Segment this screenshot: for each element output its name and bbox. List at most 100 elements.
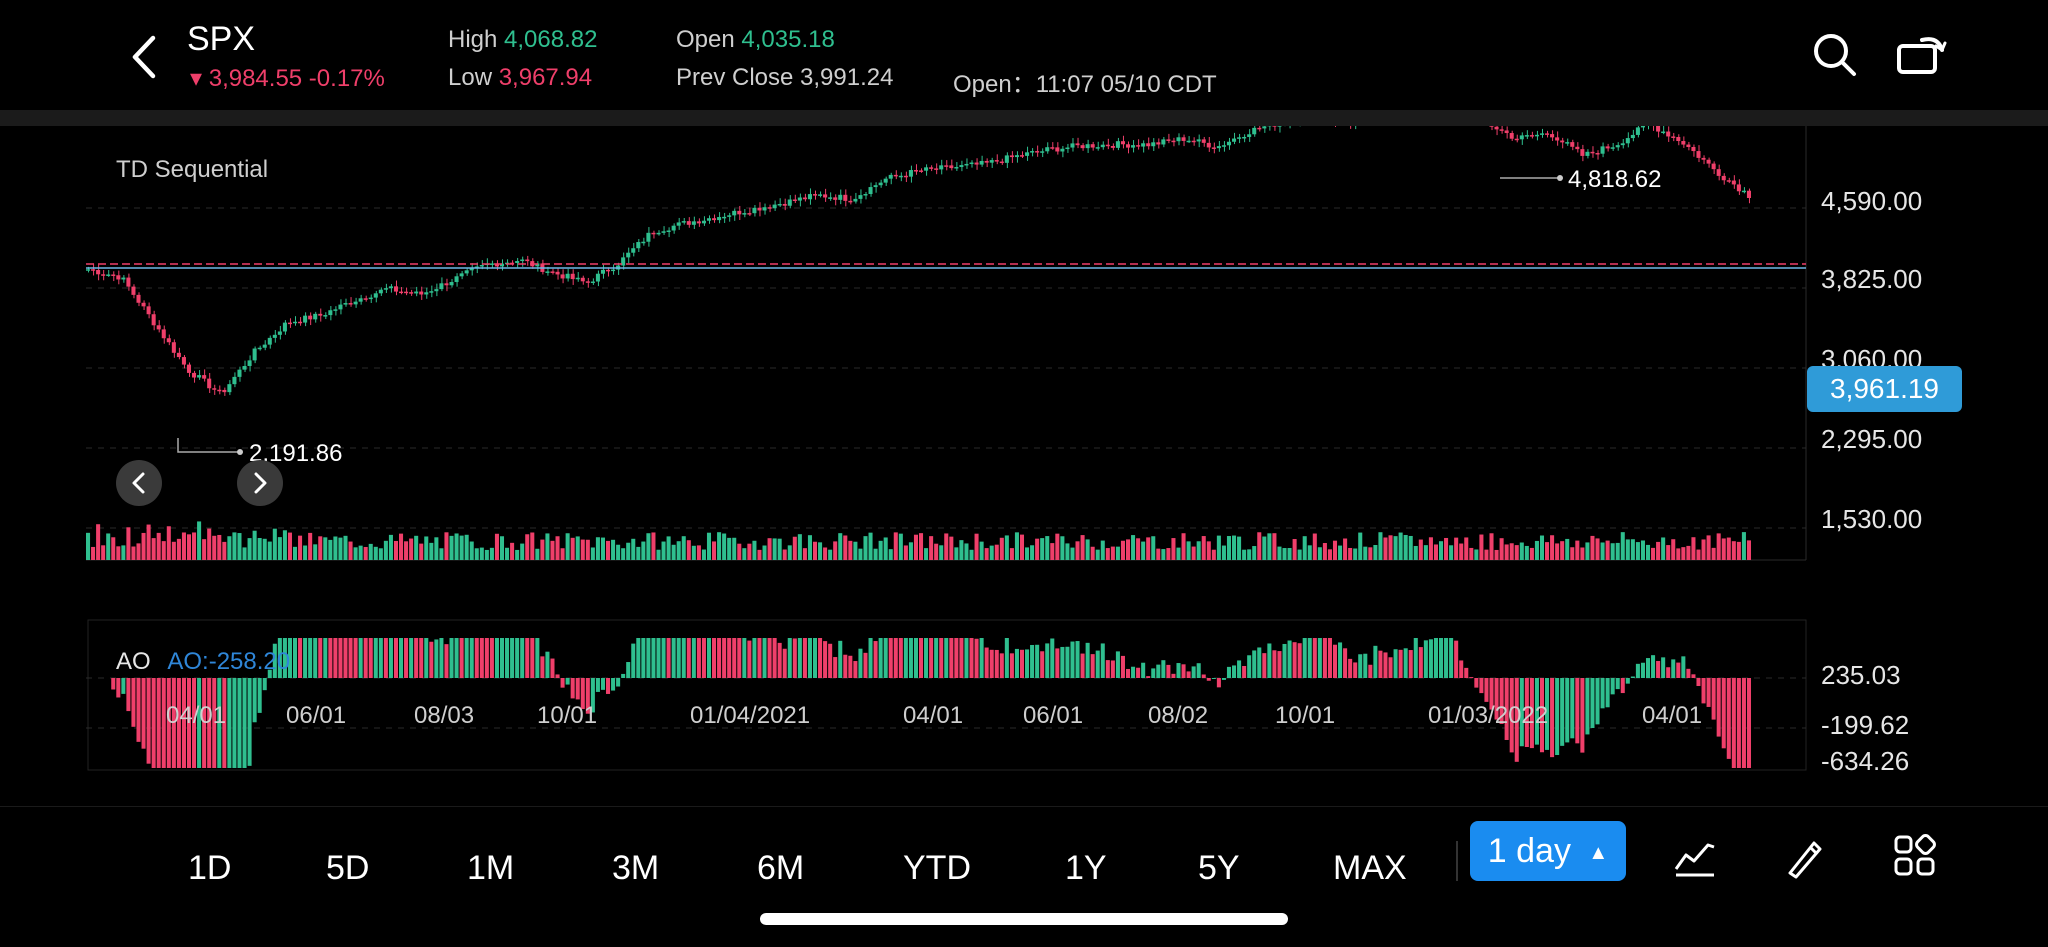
candle	[1106, 145, 1110, 147]
ao-bar	[1389, 657, 1393, 678]
candle	[1010, 155, 1014, 157]
candle	[167, 338, 171, 342]
chart-area[interactable]: TD Sequential 4,590.00 3,825.00 3,060.00…	[0, 126, 2048, 806]
ao-bar	[1686, 669, 1690, 678]
timeframe-1y[interactable]: 1Y	[1065, 849, 1107, 888]
volume-bar	[949, 537, 953, 560]
candle	[465, 270, 469, 273]
ao-bar	[1111, 660, 1115, 678]
candle	[1141, 143, 1145, 146]
ao-value: AO:-258.20	[167, 648, 290, 675]
volume-bar	[273, 529, 277, 560]
ao-bar	[1560, 678, 1564, 746]
candle	[1015, 155, 1019, 157]
candle	[747, 213, 751, 215]
volume-bar	[1288, 548, 1292, 560]
volume-bar	[954, 547, 958, 560]
indicator-icon[interactable]	[1672, 833, 1718, 884]
ao-bar	[732, 638, 736, 678]
volume-bar	[313, 544, 317, 560]
volume-bar	[258, 538, 262, 560]
candle	[1626, 138, 1630, 143]
candle	[273, 335, 277, 338]
volume-bar	[1671, 539, 1675, 560]
scroll-right-button[interactable]	[237, 460, 283, 506]
volume-bar	[1308, 545, 1312, 560]
ao-bar	[742, 638, 746, 678]
ao-bar	[1050, 638, 1054, 678]
candle	[1086, 144, 1090, 148]
ao-bar	[263, 678, 267, 690]
volume-bar	[202, 539, 206, 560]
volume-bar	[389, 535, 393, 560]
volume-bar	[959, 540, 963, 560]
timeframe-ytd[interactable]: YTD	[903, 849, 971, 888]
ao-bar	[131, 678, 135, 727]
volume-bar	[308, 533, 312, 560]
candle	[672, 226, 676, 231]
ao-bar	[318, 638, 322, 678]
ao-bar	[343, 638, 347, 678]
candle	[1131, 145, 1135, 147]
interval-dropdown[interactable]: 1 day ▲	[1470, 821, 1626, 881]
ao-bar	[1722, 678, 1726, 748]
candle	[742, 213, 746, 215]
candle	[444, 283, 448, 285]
volume-bar	[1484, 550, 1488, 560]
ao-bar	[369, 638, 373, 678]
back-arrow-icon[interactable]	[125, 32, 165, 82]
volume-bar	[1247, 549, 1251, 560]
candle	[349, 303, 353, 305]
timeframe-1m[interactable]: 1M	[467, 849, 514, 888]
volume-bar	[995, 545, 999, 560]
volume-bar	[1434, 544, 1438, 560]
ao-bar	[1106, 660, 1110, 678]
draw-icon[interactable]	[1782, 833, 1828, 884]
timeframe-3m[interactable]: 3M	[612, 849, 659, 888]
layout-grid-icon[interactable]	[1892, 833, 1938, 884]
volume-bar	[1101, 541, 1105, 560]
timeframe-max[interactable]: MAX	[1333, 849, 1407, 888]
volume-bar	[359, 546, 363, 560]
ao-bar	[429, 642, 433, 678]
volume-bar	[1272, 533, 1276, 560]
volume-bar	[243, 547, 247, 560]
ao-bar	[1156, 665, 1160, 678]
ao-bar	[1146, 676, 1150, 678]
candle	[1166, 139, 1170, 141]
candle	[863, 194, 867, 196]
candle	[1585, 152, 1589, 156]
volume-bar	[485, 550, 489, 560]
volume-bar	[288, 533, 292, 560]
volume-bar	[167, 526, 171, 560]
ao-bar	[1424, 640, 1428, 678]
timeframe-5y[interactable]: 5Y	[1198, 849, 1240, 888]
candle	[217, 390, 221, 392]
volume-bar	[278, 537, 282, 560]
candle	[990, 160, 994, 163]
ao-bar	[293, 638, 297, 678]
ao-bar	[621, 674, 625, 678]
ao-bar	[545, 652, 549, 678]
y-tick-label: 1,530.00	[1821, 504, 1922, 535]
scroll-left-button[interactable]	[116, 460, 162, 506]
volume-bar	[1707, 535, 1711, 560]
search-icon[interactable]	[1812, 32, 1858, 83]
ao-bar	[1257, 647, 1261, 678]
volume-bar	[1232, 536, 1236, 560]
rotate-screen-icon[interactable]	[1896, 32, 1948, 83]
ao-bar	[702, 638, 706, 678]
volume-bar	[1005, 535, 1009, 560]
timeframe-6m[interactable]: 6M	[757, 849, 804, 888]
volume-bar	[1530, 548, 1534, 560]
x-tick-label: 10/01	[537, 702, 597, 730]
volume-bar	[571, 538, 575, 560]
candle	[263, 345, 267, 348]
ao-bar	[889, 638, 893, 678]
timeframe-5d[interactable]: 5D	[326, 849, 369, 888]
volume-bar	[869, 533, 873, 560]
candle	[116, 275, 120, 279]
timeframe-1d[interactable]: 1D	[188, 849, 231, 888]
ao-bar	[1439, 638, 1443, 678]
ao-bar	[969, 638, 973, 678]
